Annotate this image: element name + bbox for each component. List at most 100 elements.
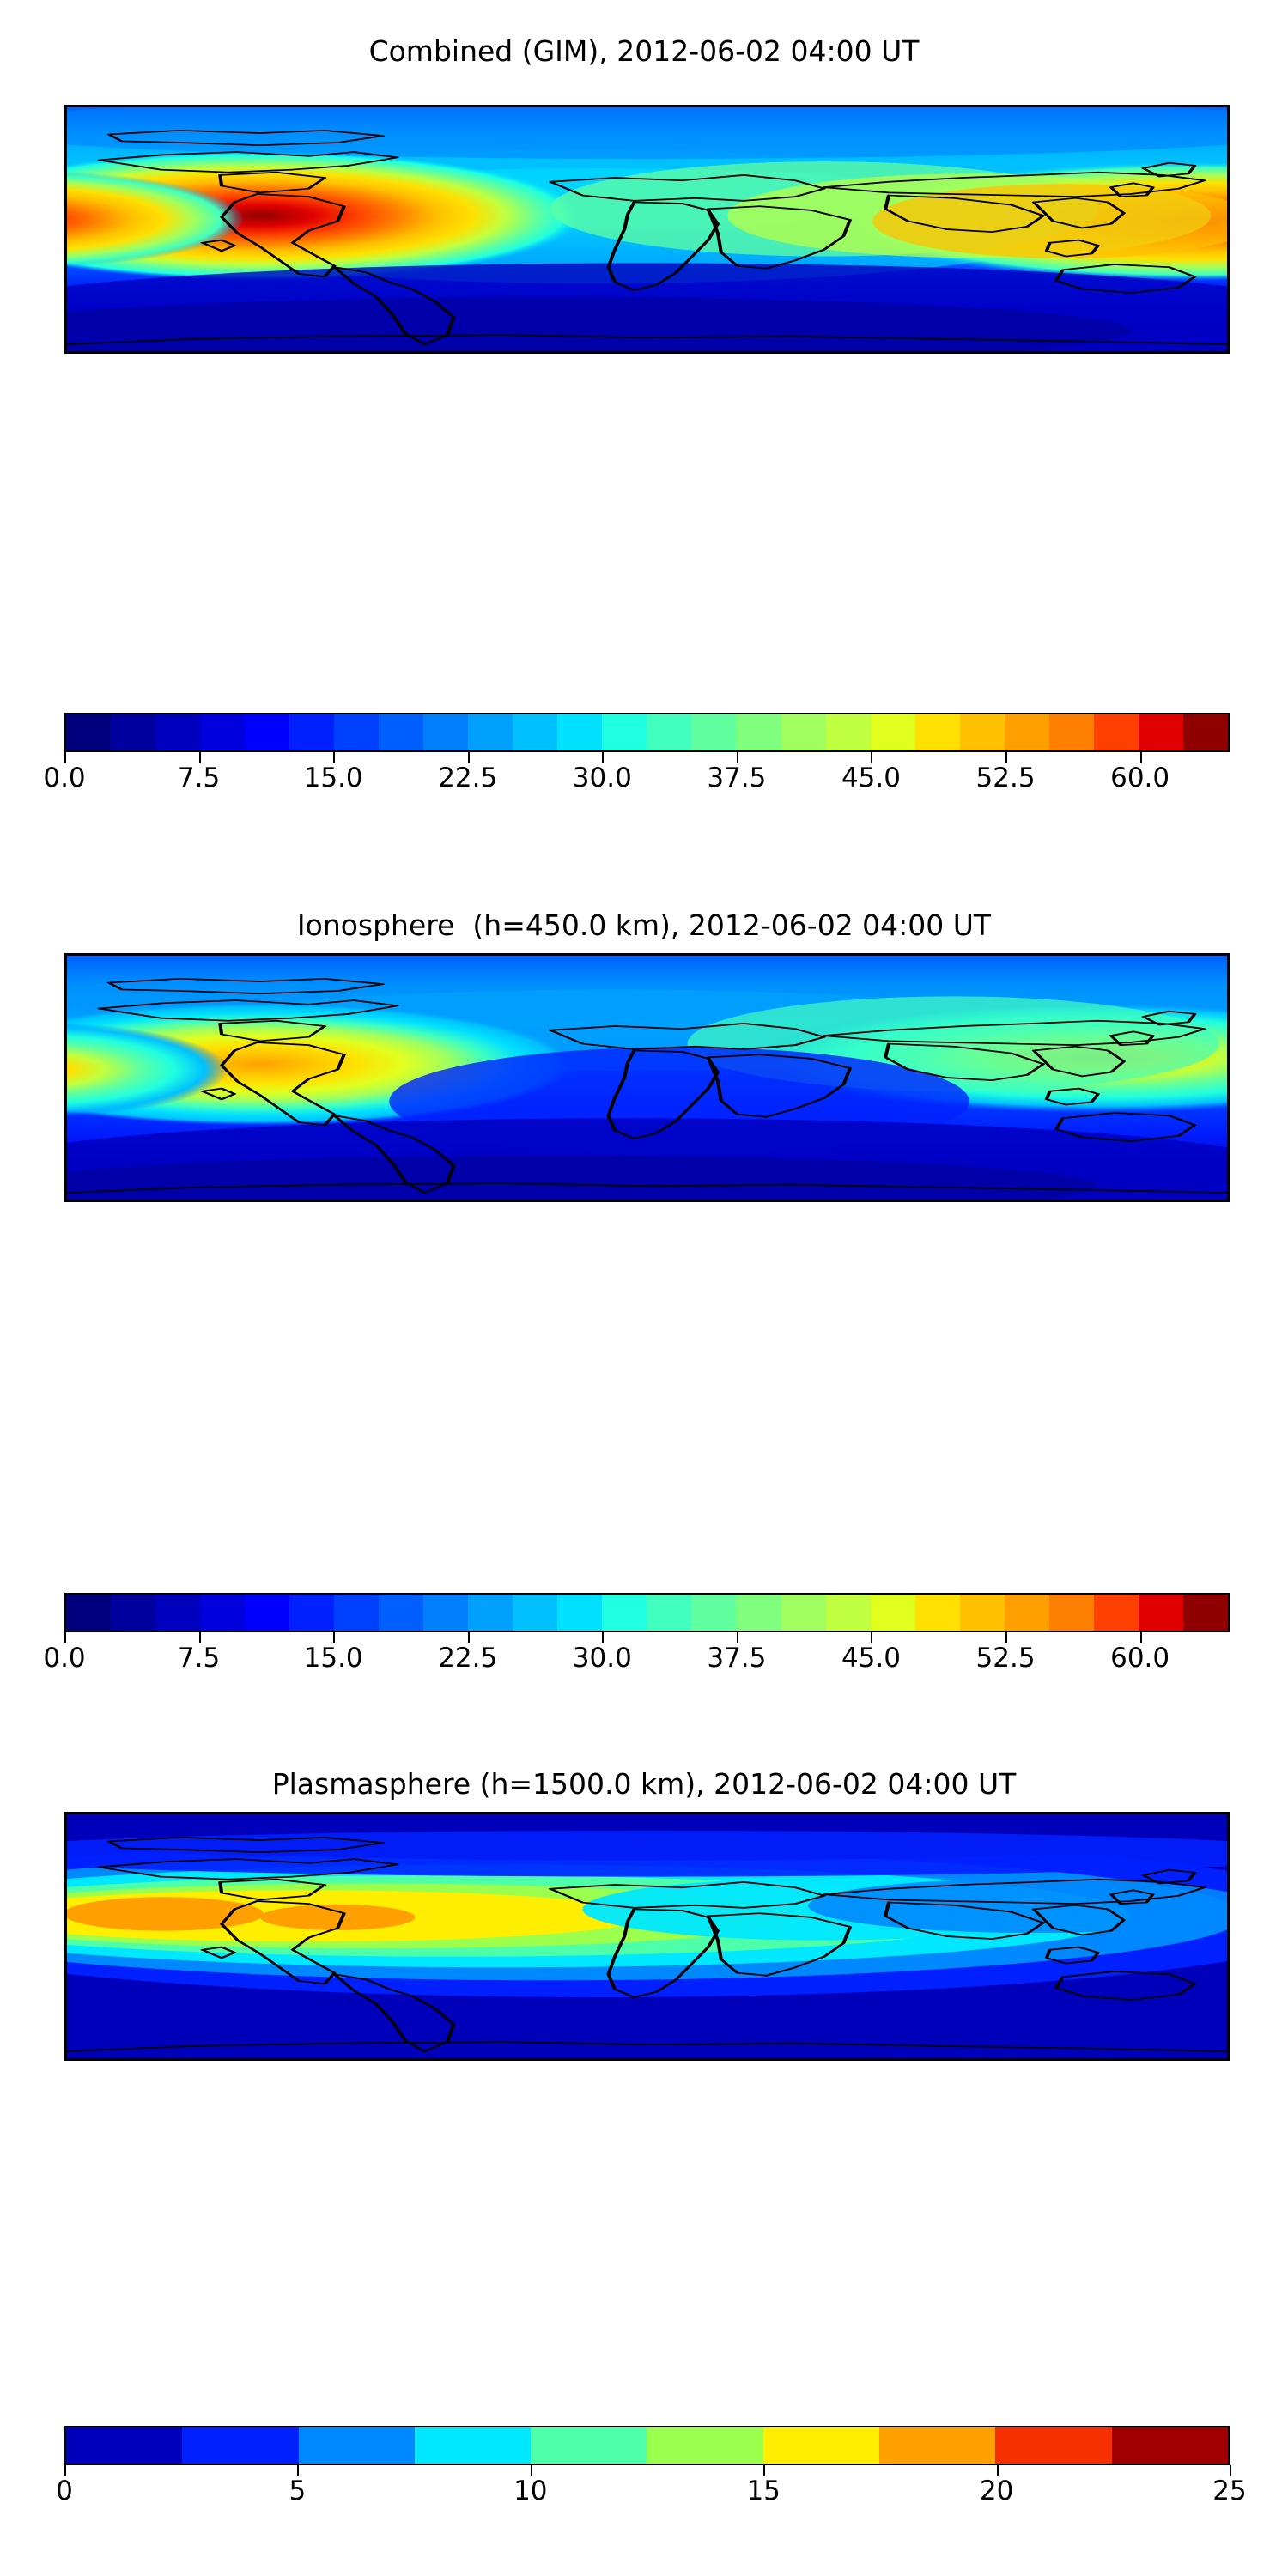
map-svg-plasmasphere (67, 1814, 1227, 2058)
colorbar-tick-label-3: 15 (746, 2476, 781, 2506)
colorbar-tick-0 (64, 2465, 66, 2476)
coastlines-plasmasphere (67, 1836, 1227, 2052)
colorbar-segment-25 (1182, 1595, 1228, 1631)
colorbar-segment-6 (334, 714, 380, 750)
colorbar-segment-3 (200, 1595, 246, 1631)
colorbar-tick-4 (602, 752, 605, 763)
colorbar-segment-8 (423, 714, 469, 750)
colorbar-segment-5 (289, 1595, 335, 1631)
colorbar-tick-label-0: 0.0 (43, 1643, 86, 1674)
colorbar-segment-7 (379, 1595, 424, 1631)
colorbar-segment-0 (66, 1595, 112, 1631)
panel-title-combined: Combined (GIM), 2012-06-02 04:00 UT (368, 34, 920, 68)
colorbar-wrap-ionosphere: 0.0 7.5 15.0 22.5 30.0 37.5 45.0 52.5 60.0 (43, 1593, 1230, 1696)
colorbar-tick-1 (198, 1632, 201, 1643)
colorbar-segment-14 (691, 1595, 737, 1631)
colorbar-wrap-plasmasphere: 0 5 10 15 20 25 (56, 2426, 1247, 2529)
colorbar-segment-20 (959, 1595, 1005, 1631)
colorbar-segment-6 (334, 1595, 380, 1631)
colorbar-segment-3 (200, 714, 246, 750)
panel-ionosphere: Ionosphere (h=450.0 km), 2012-06-02 04:0… (0, 884, 1288, 1752)
colorbar-tick-label-2: 15.0 (303, 1643, 363, 1674)
colorbar-segment-4 (245, 714, 290, 750)
colorbar-tick-label-5: 37.5 (707, 762, 767, 793)
map-svg-ionosphere (67, 956, 1227, 1200)
colorbar-labels-plasmasphere: 0 5 10 15 20 25 (56, 2476, 1247, 2515)
coastlines-ionosphere (67, 977, 1227, 1194)
colorbar-segment-17 (825, 1595, 871, 1631)
map-combined-gim (64, 105, 1230, 354)
colorbar-segment-15 (736, 1595, 781, 1631)
colorbar-segment-11 (557, 714, 603, 750)
colorbar-segment-2 (298, 2427, 415, 2464)
colorbar-segment-10 (513, 1595, 558, 1631)
colorbar-segment-1 (111, 1595, 156, 1631)
colorbar-segment-15 (736, 714, 781, 750)
panel-combined-gim: Combined (GIM), 2012-06-02 04:00 UT (0, 0, 1288, 867)
colorbar-segment-21 (1004, 714, 1049, 750)
map-svg-combined (67, 107, 1227, 351)
colorbar-segment-1 (111, 714, 156, 750)
colorbar-tick-2 (333, 752, 336, 763)
colorbar-tick-label-2: 15.0 (303, 762, 363, 793)
colorbar-segment-3 (414, 2427, 532, 2464)
colorbar-tick-label-5: 25 (1212, 2476, 1247, 2506)
colorbar-segment-24 (1138, 1595, 1183, 1631)
colorbar-segment-16 (781, 1595, 826, 1631)
coastlines-combined (67, 129, 1227, 345)
colorbar-segment-13 (647, 714, 692, 750)
colorbar-tick-1 (297, 2465, 300, 2476)
colorbar-segment-1 (182, 2427, 299, 2464)
colorbar-segment-12 (602, 1595, 647, 1631)
colorbar-segment-11 (557, 1595, 603, 1631)
colorbar-segment-14 (691, 714, 737, 750)
colorbar-ticks-ionosphere (64, 1632, 1230, 1644)
colorbar-tick-label-7: 52.5 (975, 762, 1036, 793)
colorbar-segment-9 (468, 714, 513, 750)
colorbar-labels-ionosphere: 0.0 7.5 15.0 22.5 30.0 37.5 45.0 52.5 60.0 (43, 1643, 1230, 1682)
colorbar-tick-8 (1139, 752, 1142, 763)
colorbar-ticks-plasmasphere (64, 2465, 1231, 2477)
panel-title-plasmasphere: Plasmasphere (h=1500.0 km), 2012-06-02 0… (271, 1767, 1017, 1801)
colorbar-combined (64, 713, 1230, 752)
colorbar-segment-20 (959, 714, 1005, 750)
colorbar-tick-label-1: 7.5 (177, 762, 221, 793)
colorbar-tick-2 (333, 1632, 336, 1643)
colorbar-tick-3 (467, 752, 470, 763)
colorbar-tick-label-2: 10 (513, 2476, 548, 2506)
colorbar-tick-5 (736, 752, 738, 763)
colorbar-tick-label-6: 45.0 (841, 1643, 901, 1674)
colorbar-tick-5 (736, 1632, 738, 1643)
panel-plasmasphere: Plasmasphere (h=1500.0 km), 2012-06-02 0… (0, 1743, 1288, 2576)
colorbar-tick-label-3: 22.5 (438, 762, 498, 793)
colorbar-segment-18 (870, 714, 915, 750)
colorbar-tick-label-1: 7.5 (177, 1643, 221, 1674)
colorbar-tick-5 (1230, 2465, 1231, 2476)
colorbar-tick-label-5: 37.5 (707, 1643, 767, 1674)
colorbar-segment-7 (379, 714, 424, 750)
colorbar-segment-19 (914, 1595, 960, 1631)
colorbar-segment-18 (870, 1595, 915, 1631)
colorbar-tick-2 (530, 2465, 532, 2476)
colorbar-tick-1 (198, 752, 201, 763)
colorbar-segment-5 (647, 2427, 763, 2464)
colorbar-segment-24 (1138, 714, 1183, 750)
colorbar-tick-7 (1005, 752, 1008, 763)
colorbar-tick-3 (763, 2465, 766, 2476)
colorbar-tick-label-6: 45.0 (841, 762, 901, 793)
colorbar-tick-label-3: 22.5 (438, 1643, 498, 1674)
colorbar-tick-3 (467, 1632, 470, 1643)
colorbar-segment-4 (245, 1595, 290, 1631)
colorbar-segment-21 (1004, 1595, 1049, 1631)
colorbar-tick-label-0: 0.0 (43, 762, 86, 793)
colorbar-segment-23 (1093, 714, 1139, 750)
colorbar-segment-10 (513, 714, 558, 750)
colorbar-segment-6 (762, 2427, 880, 2464)
colorbar-segment-17 (825, 714, 871, 750)
colorbar-segment-2 (155, 1595, 201, 1631)
colorbar-labels-combined: 0.0 7.5 15.0 22.5 30.0 37.5 45.0 52.5 60.0 (43, 762, 1230, 802)
colorbar-segment-25 (1182, 714, 1228, 750)
colorbar-segment-8 (423, 1595, 469, 1631)
colorbar-segment-19 (914, 714, 960, 750)
